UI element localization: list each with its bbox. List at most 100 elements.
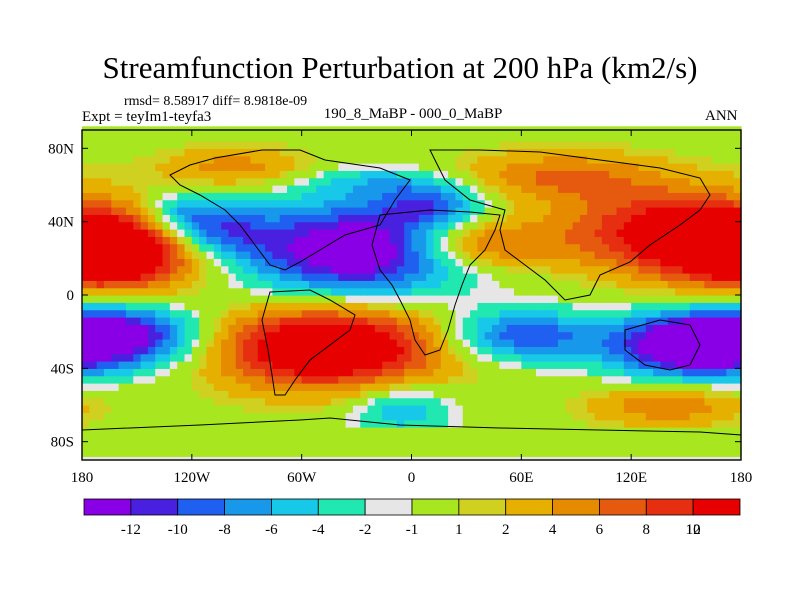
field-cell xyxy=(535,258,544,267)
field-cell xyxy=(645,177,654,186)
field-cell xyxy=(484,317,493,325)
field-cell xyxy=(550,324,559,333)
field-cell xyxy=(631,163,640,171)
field-cell xyxy=(147,295,156,303)
field-cell xyxy=(396,309,405,318)
field-cell xyxy=(272,185,281,193)
field-cell xyxy=(543,383,552,391)
field-cell xyxy=(133,287,142,296)
field-cell xyxy=(265,170,273,179)
field-cell xyxy=(477,353,486,362)
field-cell xyxy=(638,449,647,457)
field-cell xyxy=(689,339,698,347)
field-cell xyxy=(675,317,684,325)
field-cell xyxy=(440,449,449,457)
field-cell xyxy=(287,331,295,340)
field-cell xyxy=(162,361,171,369)
field-cell xyxy=(675,214,684,223)
field-cell xyxy=(345,434,354,443)
field-cell xyxy=(535,419,544,428)
field-cell xyxy=(550,295,559,303)
field-cell xyxy=(594,317,603,325)
field-cell xyxy=(682,207,691,215)
field-cell xyxy=(579,346,588,355)
field-cell xyxy=(550,148,559,157)
field-cell xyxy=(440,280,449,289)
field-cell xyxy=(316,163,325,171)
field-cell xyxy=(719,339,727,347)
field-cell xyxy=(719,243,727,252)
field-cell xyxy=(543,163,552,171)
field-cell xyxy=(492,383,500,391)
field-cell xyxy=(125,368,134,377)
field-cell xyxy=(594,361,603,369)
field-cell xyxy=(396,405,405,413)
field-cell xyxy=(250,302,259,311)
field-cell xyxy=(535,170,544,179)
field-cell xyxy=(477,295,486,303)
field-cell xyxy=(535,361,544,369)
field-cell xyxy=(697,177,705,186)
field-cell xyxy=(601,214,610,223)
field-cell xyxy=(565,309,574,318)
field-cell xyxy=(404,419,413,428)
field-cell xyxy=(221,287,230,296)
field-cell xyxy=(528,397,537,406)
field-cell xyxy=(631,383,640,391)
field-cell xyxy=(492,317,500,325)
field-cell xyxy=(250,390,259,399)
field-cell xyxy=(316,449,325,457)
field-cell xyxy=(367,192,376,201)
field-cell xyxy=(279,346,288,355)
field-cell xyxy=(213,309,222,318)
field-cell xyxy=(82,449,90,457)
field-cell xyxy=(506,251,515,259)
field-cell xyxy=(645,368,654,377)
field-cell xyxy=(535,346,544,355)
field-cell xyxy=(235,229,244,237)
field-cell xyxy=(89,375,98,384)
field-cell xyxy=(352,185,361,193)
field-cell xyxy=(506,317,515,325)
field-cell xyxy=(609,375,618,384)
field-cell xyxy=(499,346,508,355)
field-cell xyxy=(103,302,112,311)
field-cell xyxy=(587,375,596,384)
field-cell xyxy=(308,214,317,223)
field-cell xyxy=(682,148,691,157)
field-cell xyxy=(572,383,581,391)
field-cell xyxy=(543,434,552,443)
field-cell xyxy=(162,339,171,347)
field-cell xyxy=(162,427,171,435)
field-cell xyxy=(308,324,317,333)
field-cell xyxy=(140,368,149,377)
field-cell xyxy=(682,273,691,281)
field-cell xyxy=(89,163,98,171)
field-cell xyxy=(506,243,515,252)
field-cell xyxy=(521,324,530,333)
field-cell xyxy=(572,207,581,215)
field-cell xyxy=(352,192,361,201)
field-cell xyxy=(470,221,478,230)
field-cell xyxy=(89,214,98,223)
field-cell xyxy=(316,441,325,450)
field-cell xyxy=(726,339,735,347)
field-cell xyxy=(389,317,398,325)
field-cell xyxy=(133,243,142,252)
field-cell xyxy=(514,449,522,457)
field-cell xyxy=(682,155,691,164)
colorbar-swatch xyxy=(645,498,694,516)
field-cell xyxy=(338,353,347,362)
field-cell xyxy=(594,214,603,223)
field-cell xyxy=(221,185,230,193)
field-cell xyxy=(484,155,493,164)
field-cell xyxy=(689,317,698,325)
field-cell xyxy=(228,141,237,149)
field-cell xyxy=(711,170,720,179)
field-cell xyxy=(243,397,252,406)
field-cell xyxy=(147,375,156,384)
field-cell xyxy=(601,412,610,421)
field-cell xyxy=(484,353,493,362)
field-cell xyxy=(594,302,603,311)
field-cell xyxy=(550,163,559,171)
